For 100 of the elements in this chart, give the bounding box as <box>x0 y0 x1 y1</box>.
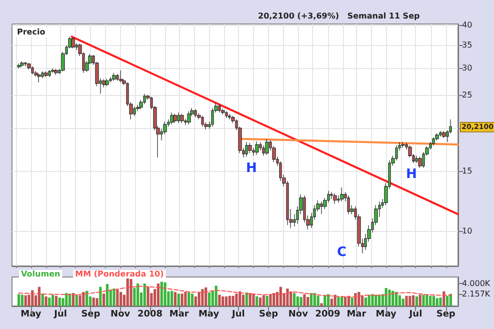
candlestick <box>54 68 58 76</box>
candlestick <box>347 195 350 214</box>
y-tick-label: 10 <box>462 226 472 236</box>
bar <box>190 294 194 306</box>
bar <box>378 294 381 306</box>
bar <box>143 283 146 306</box>
candlestick <box>194 108 197 118</box>
candlestick <box>225 110 228 118</box>
bar <box>75 294 78 306</box>
series-label: MM (Ponderada 10) <box>75 270 164 278</box>
bar <box>269 294 272 306</box>
bar <box>415 296 418 306</box>
bar <box>256 296 258 306</box>
candlestick <box>245 142 248 157</box>
bar <box>320 303 323 306</box>
series-label: Volumen <box>21 270 60 278</box>
x-tick-label: Jul <box>53 310 68 320</box>
candlestick <box>255 140 259 156</box>
bar <box>326 294 330 306</box>
x-tick-label: May <box>20 310 42 320</box>
candlestick <box>177 112 180 124</box>
bar <box>54 296 58 306</box>
bar <box>344 296 347 306</box>
bar <box>96 298 98 306</box>
candlestick <box>51 68 55 74</box>
x-tick-label: 2009 <box>315 310 340 320</box>
bar <box>130 278 132 306</box>
bar <box>405 296 408 306</box>
candlestick <box>439 130 442 137</box>
y-tick-label: 4.000K <box>462 278 491 288</box>
x-tick-label: May <box>198 310 220 320</box>
bar <box>82 292 85 306</box>
bar <box>133 288 136 306</box>
bar <box>426 294 428 306</box>
annotation: H <box>246 161 257 176</box>
bar <box>422 294 425 306</box>
bar <box>180 294 184 306</box>
bar <box>78 295 82 306</box>
bar <box>258 298 262 306</box>
bar <box>371 294 374 306</box>
bar <box>106 284 109 306</box>
bar <box>432 296 436 306</box>
bar <box>218 294 221 306</box>
bar <box>65 293 68 306</box>
bar <box>364 298 367 306</box>
x-tick-label: Mar <box>346 310 367 320</box>
x-tick-label: Nov <box>110 310 130 320</box>
candlestick <box>333 192 337 204</box>
bar <box>262 295 265 306</box>
bar <box>418 294 422 306</box>
candlestick <box>180 114 184 124</box>
x-tick-label: Mar <box>169 310 190 320</box>
bar <box>99 286 102 306</box>
bar <box>52 294 54 306</box>
bar <box>201 289 204 306</box>
bar <box>204 287 208 306</box>
bar <box>350 298 354 306</box>
candlestick <box>170 112 174 125</box>
bar <box>184 292 187 306</box>
bar <box>198 292 200 306</box>
bar <box>38 286 41 306</box>
bar <box>58 298 61 306</box>
bar <box>446 296 449 306</box>
x-tick-label: Jul <box>408 310 422 320</box>
candlestick <box>31 66 34 75</box>
candlestick <box>340 187 344 202</box>
candlestick <box>20 61 24 68</box>
candlestick <box>201 116 204 127</box>
bar <box>313 293 316 306</box>
candlestick <box>109 76 112 83</box>
annotation: H <box>406 167 417 182</box>
candlestick <box>221 108 225 115</box>
y-axis-title: Precio <box>17 28 46 36</box>
candlestick <box>116 74 119 82</box>
candlestick <box>401 142 405 148</box>
bar <box>136 283 140 306</box>
bar <box>408 296 412 306</box>
bar <box>300 296 302 306</box>
bar <box>164 282 166 306</box>
bar <box>174 292 177 306</box>
bar <box>429 296 432 306</box>
x-tick-label: May <box>376 310 397 320</box>
bar <box>242 294 245 306</box>
bar <box>306 296 310 306</box>
bar <box>392 290 394 306</box>
bar <box>146 286 150 306</box>
candlestick <box>265 138 269 156</box>
bar <box>44 296 48 306</box>
bar <box>112 288 116 306</box>
candlestick <box>418 156 422 168</box>
candlestick <box>37 73 41 83</box>
bar <box>398 295 401 306</box>
bar <box>340 296 344 306</box>
bar <box>188 292 190 306</box>
bar <box>232 296 234 306</box>
bar <box>116 290 119 306</box>
bar <box>235 294 238 306</box>
bar <box>272 293 276 306</box>
x-tick-label: Sep <box>259 310 279 320</box>
x-tick-label: Nov <box>288 310 308 320</box>
